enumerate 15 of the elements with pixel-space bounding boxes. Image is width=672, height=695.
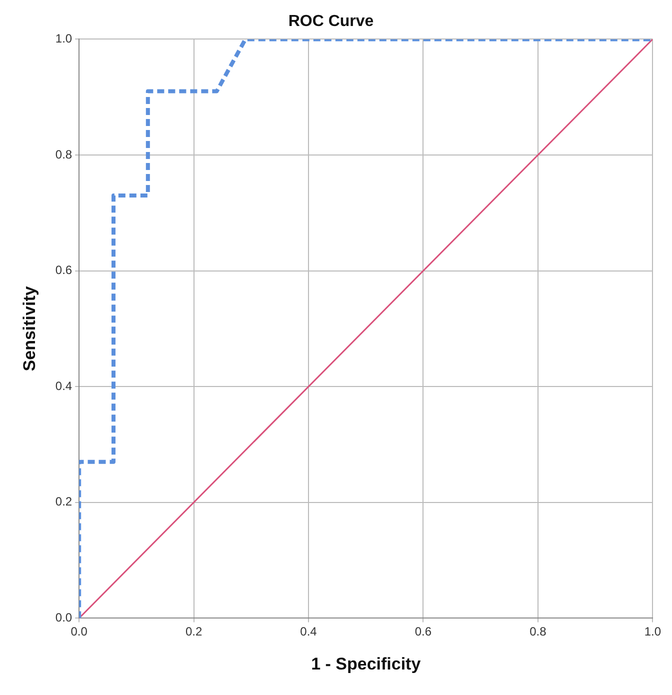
x-tick-label: 0.6: [414, 624, 432, 639]
x-tick-label: 1.0: [644, 624, 662, 639]
y-axis-title: Sensitivity: [20, 286, 39, 372]
y-tick-label: 1.0: [55, 32, 72, 46]
x-tick-label: 0.0: [70, 624, 88, 639]
y-tick-label: 0.8: [55, 147, 72, 162]
chart-title: ROC Curve: [288, 13, 374, 30]
y-tick-label: 0.6: [55, 263, 72, 278]
y-tick-label: 0.4: [55, 378, 72, 393]
y-tick-label: 0.2: [55, 494, 72, 509]
y-tick-label: 0.0: [55, 610, 72, 625]
x-tick-label: 0.4: [300, 624, 318, 639]
x-tick-label: 0.2: [185, 624, 202, 639]
x-axis-title: 1 - Specificity: [311, 654, 422, 674]
x-tick-label: 0.8: [530, 624, 547, 639]
